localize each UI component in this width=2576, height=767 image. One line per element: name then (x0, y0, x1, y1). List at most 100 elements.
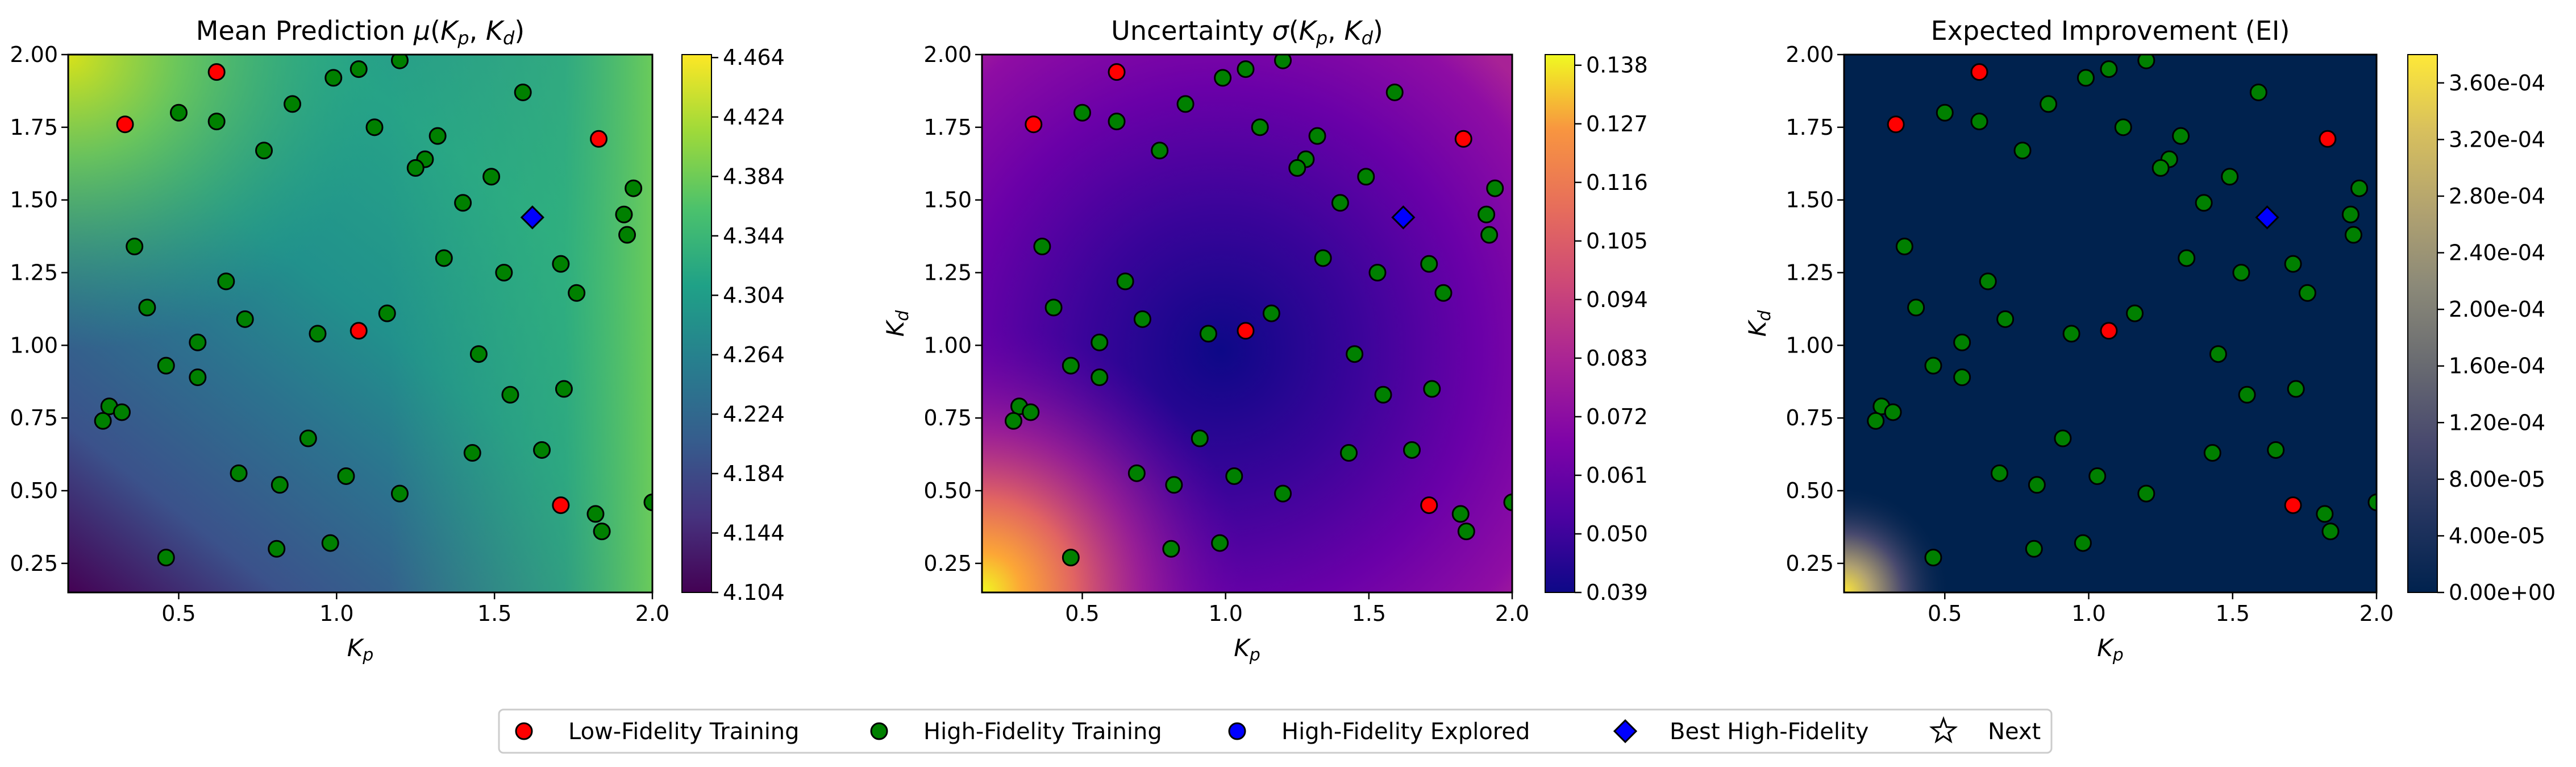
high-fidelity-point (321, 534, 339, 552)
high-fidelity-point (1884, 403, 1902, 421)
high-fidelity-point (390, 484, 409, 503)
high-fidelity-point (428, 127, 447, 145)
high-fidelity-point (1385, 83, 1404, 101)
x-tick-label: 1.0 (319, 601, 353, 626)
x-tick-label: 0.5 (1928, 601, 1962, 626)
y-tick-label: 1.25 (10, 260, 58, 285)
y-tick-label: 0.50 (1786, 478, 1834, 503)
high-fidelity-point (2178, 249, 2196, 267)
colorbar-tick-label: 0.094 (1586, 287, 1648, 312)
y-tick-label: 0.50 (10, 478, 58, 503)
high-fidelity-point (1895, 237, 1913, 255)
high-fidelity-point (1907, 298, 1925, 317)
colorbar-tick-label: 8.00e-05 (2449, 467, 2545, 492)
colorbar-tick-label: 4.384 (723, 164, 785, 189)
y-tick-label: 1.25 (923, 260, 972, 285)
high-fidelity-point (1996, 310, 2015, 328)
high-fidelity-point (2126, 304, 2144, 322)
high-fidelity-point (501, 385, 519, 404)
high-fidelity-point (1451, 505, 1470, 523)
high-fidelity-point (2151, 159, 2170, 177)
high-fidelity-point (1033, 237, 1051, 255)
colorbar-tick-label: 3.20e-04 (2449, 127, 2545, 152)
high-fidelity-point (625, 179, 643, 197)
high-fidelity-point (255, 142, 273, 160)
high-fidelity-point (2114, 118, 2132, 136)
high-fidelity-point (1480, 226, 1499, 244)
colorbar-tick-label: 4.184 (723, 461, 785, 486)
high-fidelity-point (463, 444, 481, 462)
high-fidelity-point (2232, 264, 2250, 282)
legend-label: Low-Fidelity Training (568, 719, 800, 745)
high-fidelity-point (1251, 118, 1269, 136)
high-fidelity-point (1165, 476, 1183, 494)
colorbar-uncertainty (1545, 54, 1575, 593)
y-tick-label: 0.75 (1786, 405, 1834, 430)
high-fidelity-point (2195, 194, 2213, 212)
high-fidelity-point (1457, 523, 1475, 541)
colorbar-mean (681, 54, 712, 593)
x-tick-label: 2.0 (635, 601, 669, 626)
high-fidelity-point (270, 476, 289, 494)
high-fidelity-point (2316, 505, 2334, 523)
high-fidelity-point (643, 493, 652, 511)
high-fidelity-point (1073, 103, 1092, 122)
high-fidelity-point (1970, 113, 1988, 131)
high-fidelity-point (390, 55, 409, 69)
high-fidelity-point (324, 69, 343, 87)
high-fidelity-point (1991, 464, 2009, 482)
high-fidelity-point (2088, 467, 2107, 485)
high-fidelity-point (217, 272, 235, 291)
low-fidelity-point (552, 496, 570, 515)
colorbar-tick-label: 2.40e-04 (2449, 241, 2545, 266)
high-fidelity-point (2137, 55, 2155, 69)
y-tick-label: 0.25 (1786, 551, 1834, 576)
low-fidelity-point (1420, 496, 1438, 515)
ei-panel: Expected Improvement (EI) 0.5 1.0 1.5 2.0 0.2… (1743, 15, 2556, 665)
high-fidelity-point (2341, 205, 2359, 223)
legend-label: High-Fidelity Explored (1281, 719, 1530, 745)
colorbar-tick-label: 4.144 (723, 520, 785, 545)
uncertainty-panel: Uncertainty σ(Kp, Kd) 0.5 1.0 1.5 2.0 0.25 0.5… (881, 15, 1648, 665)
high-fidelity-point (586, 505, 605, 523)
high-fidelity-point (1044, 298, 1063, 317)
high-fidelity-point (1420, 255, 1438, 273)
high-fidelity-point (1936, 103, 1954, 122)
low-fidelity-point (1454, 130, 1472, 148)
high-fidelity-point (2013, 142, 2032, 160)
low-fidelity-point (1237, 322, 1255, 340)
colorbar-tick-label: 0.127 (1586, 111, 1648, 136)
high-fidelity-point (1091, 333, 1109, 351)
legend-label: Next (1988, 719, 2041, 745)
high-fidelity-point (1331, 194, 1349, 212)
colorbar-tick-label: 1.60e-04 (2449, 354, 2545, 379)
high-fidelity-point (555, 380, 573, 398)
high-fidelity-point (2137, 484, 2155, 503)
x-tick-label: 1.0 (2071, 601, 2105, 626)
high-fidelity-point (2298, 284, 2316, 302)
high-fidelity-point (1374, 385, 1392, 404)
high-fidelity-point (1503, 493, 1512, 511)
x-tick-label: 1.5 (2216, 601, 2250, 626)
high-fidelity-point (2367, 493, 2377, 511)
high-fidelity-point (1237, 60, 1255, 78)
mean-title: Mean Prediction μ(Kp, Kd) (196, 15, 525, 49)
ei-y-label: Kd (1743, 310, 1775, 337)
high-fidelity-point (1478, 205, 1496, 223)
high-fidelity-point (1423, 380, 1441, 398)
high-fidelity-point (2076, 69, 2095, 87)
high-fidelity-point (2249, 83, 2267, 101)
high-fidelity-point (469, 345, 488, 363)
high-fidelity-point (337, 467, 355, 485)
ei-x-label: Kp (2097, 634, 2124, 665)
low-fidelity-point (1970, 63, 1988, 81)
high-fidelity-point (1368, 264, 1387, 282)
y-tick-label: 1.50 (1786, 188, 1834, 213)
colorbar-tick-label: 0.072 (1586, 404, 1648, 429)
x-tick-label: 2.0 (2359, 601, 2394, 626)
y-tick-label: 0.25 (10, 551, 58, 576)
high-fidelity-point (1211, 534, 1229, 552)
mean-panel: Mean Prediction μ(Kp, Kd) 0.5 1.0 1.5 2.0 0.2… (10, 15, 785, 665)
high-fidelity-point (1953, 333, 1971, 351)
colorbar-tick-label: 0.116 (1586, 170, 1648, 195)
